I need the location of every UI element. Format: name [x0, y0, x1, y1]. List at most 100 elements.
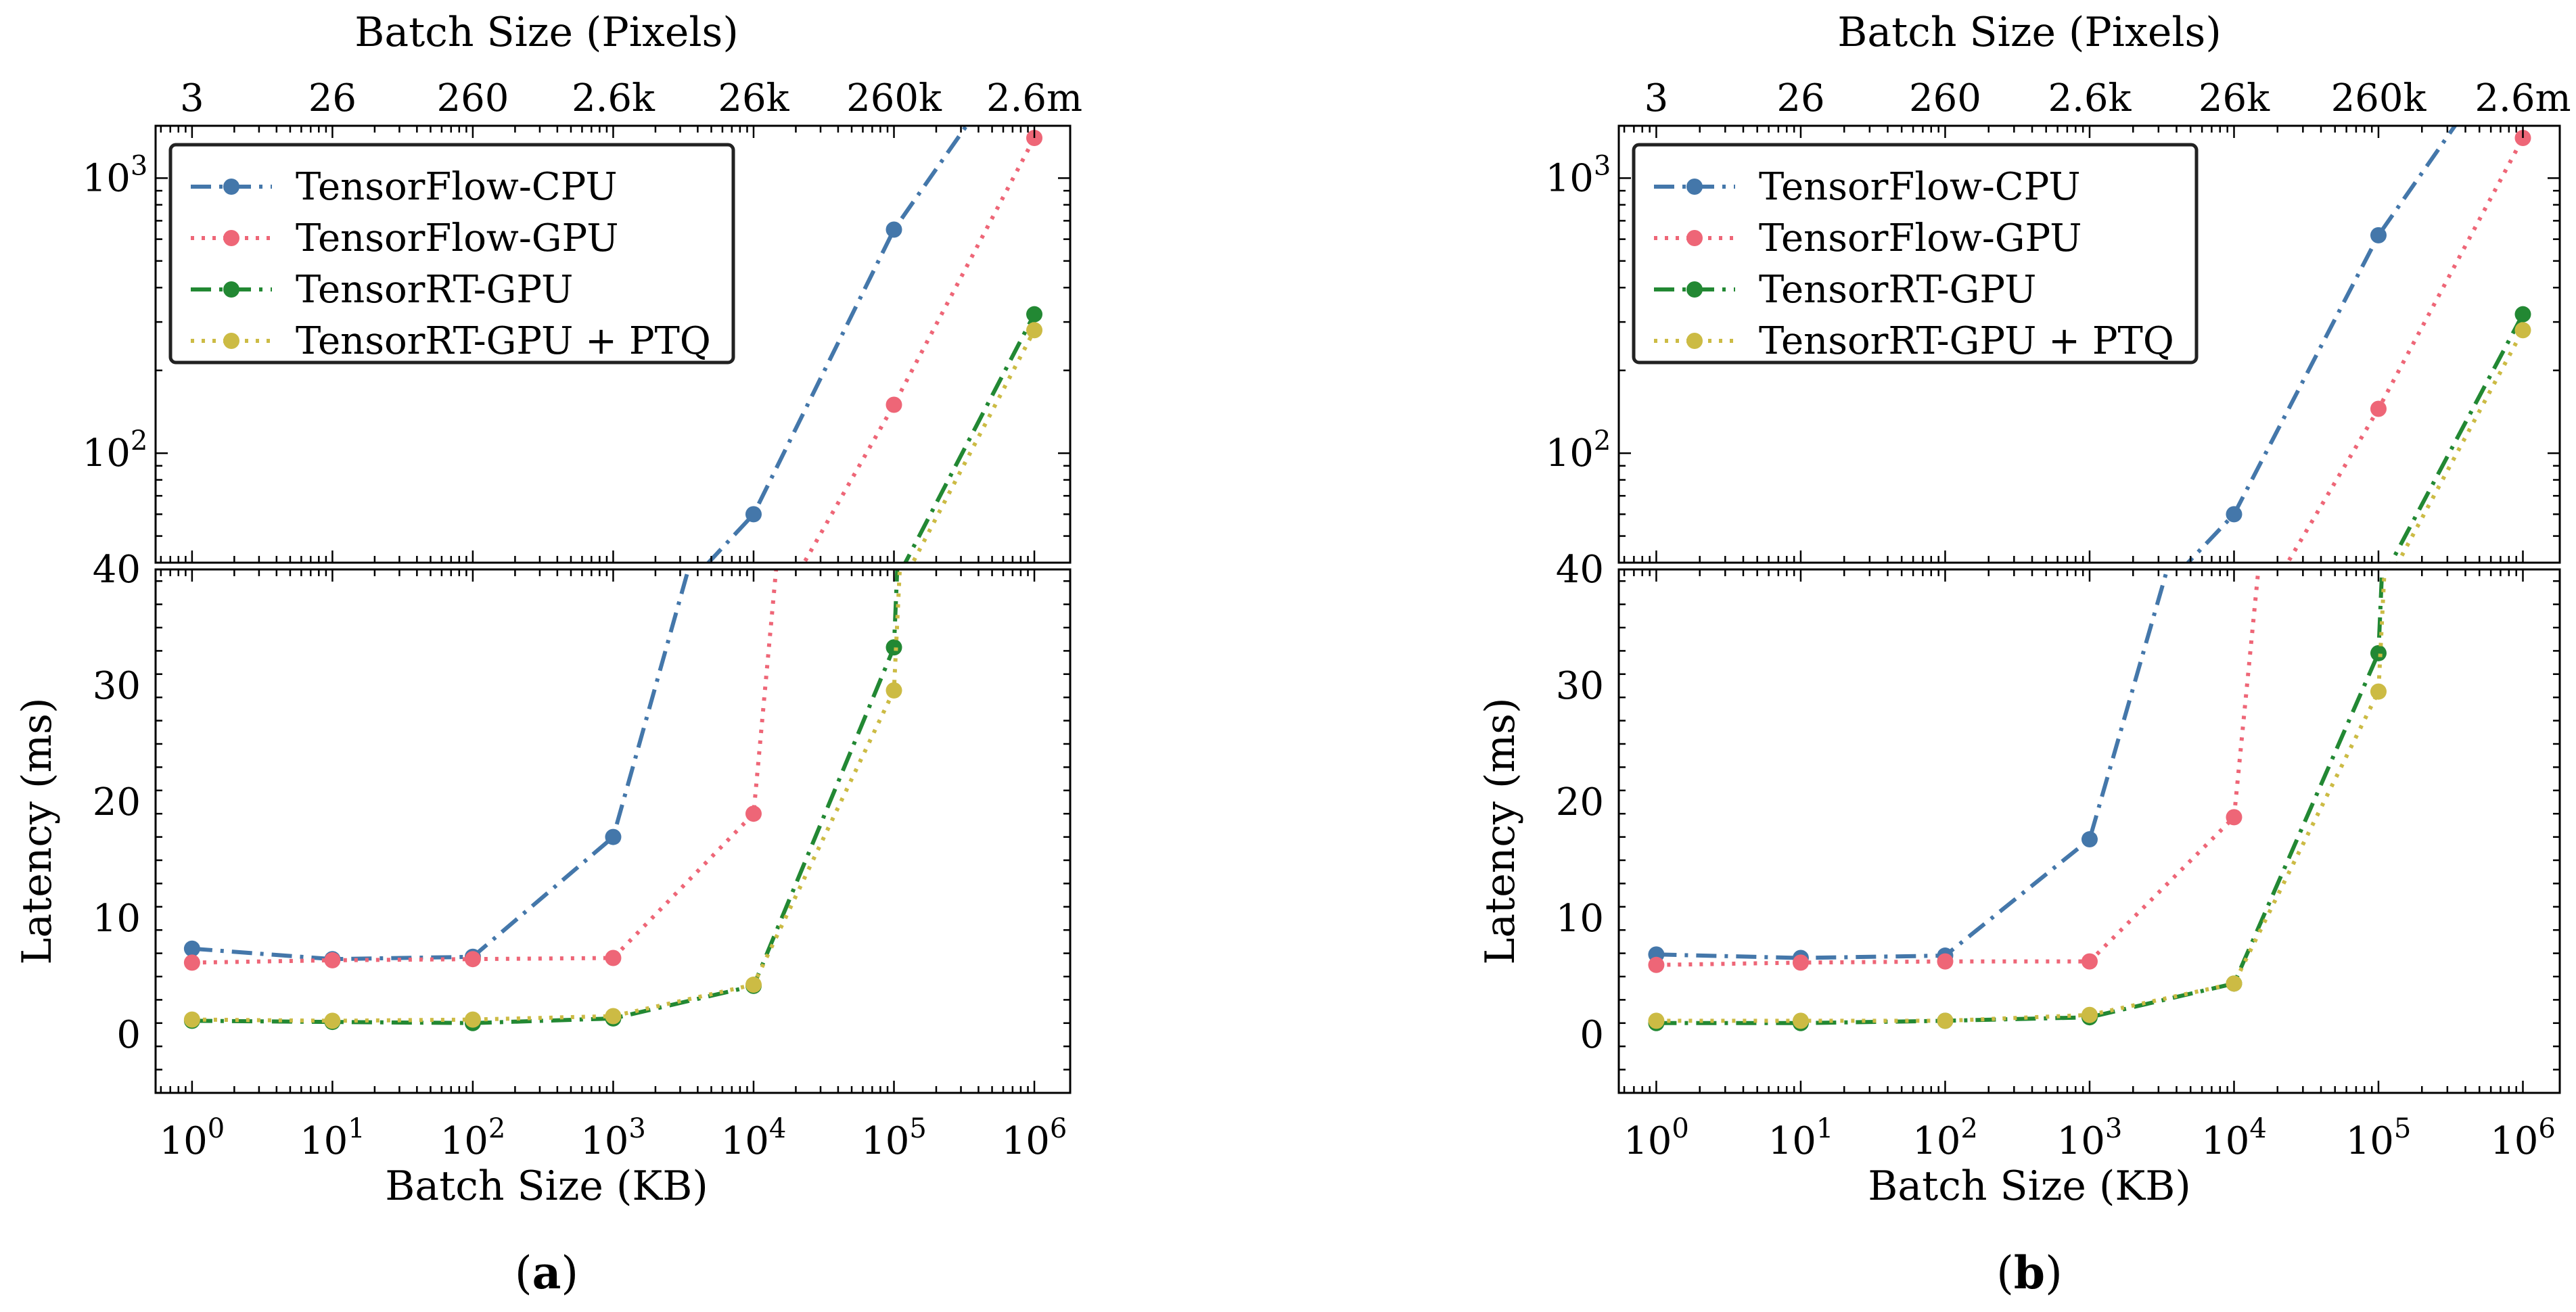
legend-marker: [1686, 333, 1703, 349]
top-x-tick-label: 26k: [718, 76, 789, 120]
series-line-3-upper: [2395, 329, 2525, 563]
y-tick-label: 20: [1556, 780, 1604, 824]
legend-marker: [1686, 281, 1703, 298]
x-ticks: [1623, 126, 2524, 1093]
legend-label: TensorRT-GPU: [1759, 268, 2036, 312]
x-tick-label: 100: [1624, 1113, 1689, 1163]
data-point: [464, 1011, 481, 1028]
x-tick-label: 105: [2346, 1113, 2412, 1163]
data-point: [2514, 322, 2531, 339]
top-x-tick-label: 2.6k: [2048, 76, 2132, 120]
data-point: [2370, 645, 2387, 661]
lower-y-ticks: [1619, 580, 2560, 1094]
series-line-3-upper: [910, 329, 1036, 563]
x-axis-title: Batch Size (KB): [385, 1163, 708, 1210]
legend-entry: TensorFlow-GPU: [1654, 216, 2082, 260]
y-tick-label: 103: [83, 150, 148, 200]
top-x-tick-label: 26: [1776, 76, 1824, 120]
legend-entry: TensorRT-GPU: [1654, 268, 2036, 312]
data-point: [886, 639, 902, 656]
legend-entry: TensorRT-GPU + PTQ: [1654, 319, 2174, 363]
data-point: [745, 506, 762, 523]
x-tick-label: 104: [2201, 1113, 2267, 1163]
legend-entry: TensorFlow-GPU: [191, 216, 618, 260]
legend-box: [168, 143, 735, 365]
legend-label: TensorFlow-CPU: [1759, 165, 2081, 209]
top-x-tick-label: 26: [308, 76, 356, 120]
data-point: [1792, 1012, 1809, 1029]
x-ticks: [160, 126, 1036, 1093]
legend-entry: TensorRT-GPU: [191, 268, 573, 312]
data-point: [2226, 975, 2242, 992]
data-point: [886, 682, 902, 699]
data-point: [183, 1011, 200, 1028]
x-tick-label: 106: [1002, 1113, 1067, 1163]
y-tick-label: 103: [1546, 150, 1611, 200]
panel-caption: (b): [1996, 1246, 2063, 1299]
data-point: [324, 952, 341, 968]
y-tick-label: 102: [1546, 425, 1611, 475]
top-x-axis-title: Batch Size (Pixels): [354, 9, 738, 56]
top-x-tick-label: 3: [180, 76, 204, 120]
data-point: [183, 940, 200, 957]
data-point: [2370, 683, 2387, 700]
x-tick-label: 104: [721, 1113, 787, 1163]
series-line-0-upper: [2185, 126, 2458, 563]
y-tick-label: 30: [1556, 664, 1604, 708]
y-tick-label: 10: [93, 897, 141, 941]
legend-label: TensorRT-GPU + PTQ: [296, 319, 711, 363]
top-x-axis-title: Batch Size (Pixels): [1837, 9, 2221, 56]
data-point: [2081, 831, 2098, 848]
x-tick-label: 103: [580, 1113, 646, 1163]
lower-y-ticks: [156, 580, 1070, 1094]
data-point: [2370, 400, 2387, 417]
series-line-0-upper: [706, 126, 969, 563]
data-point: [1648, 1012, 1665, 1029]
top-x-tick-label: 2.6m: [986, 76, 1082, 120]
y-axis-title: Latency (ms): [1477, 698, 1524, 965]
data-point: [745, 977, 762, 993]
legend-label: TensorFlow-CPU: [296, 165, 618, 209]
data-point: [1937, 1012, 1954, 1029]
y-tick-label: 0: [116, 1013, 141, 1057]
legend-marker: [1686, 230, 1703, 246]
top-x-tick-label: 260: [436, 76, 509, 120]
x-tick-label: 102: [440, 1113, 506, 1163]
data-point: [2370, 227, 2387, 243]
y-tick-label: 30: [93, 664, 141, 708]
data-point: [605, 828, 622, 845]
y-tick-label: 102: [83, 425, 148, 475]
data-point: [886, 396, 902, 413]
series-line-2-upper: [902, 313, 1036, 563]
data-point: [605, 950, 622, 966]
upper-y-ticks: [156, 177, 1070, 564]
y-tick-label: 40: [1556, 548, 1604, 592]
data-point: [2514, 306, 2531, 323]
panel-caption: (a): [515, 1246, 578, 1299]
data-point: [2081, 1006, 2098, 1023]
top-x-tick-label: 2.6m: [2475, 76, 2571, 120]
legend-marker: [223, 333, 239, 349]
top-x-tick-label: 260: [1909, 76, 1981, 120]
x-tick-label: 101: [1768, 1113, 1834, 1163]
data-point: [464, 951, 481, 968]
x-tick-label: 101: [300, 1113, 365, 1163]
data-point: [1026, 322, 1043, 339]
data-point: [605, 1008, 622, 1025]
x-tick-label: 106: [2490, 1113, 2556, 1163]
y-tick-label: 40: [93, 548, 141, 592]
top-x-tick-label: 2.6k: [572, 76, 656, 120]
lower-plot-area: [1648, 569, 2387, 1031]
top-x-tick-label: 260k: [846, 76, 942, 120]
legend: TensorFlow-CPU TensorFlow-GPU TensorRT-GPU…: [1632, 143, 2199, 365]
data-point: [886, 221, 902, 238]
data-point: [1026, 306, 1043, 323]
y-tick-label: 10: [1556, 897, 1604, 941]
legend-entry: TensorFlow-CPU: [1654, 165, 2081, 209]
x-tick-label: 105: [861, 1113, 927, 1163]
top-x-tick-label: 260k: [2331, 76, 2427, 120]
legend: TensorFlow-CPU TensorFlow-GPU TensorRT-GPU…: [168, 143, 735, 365]
